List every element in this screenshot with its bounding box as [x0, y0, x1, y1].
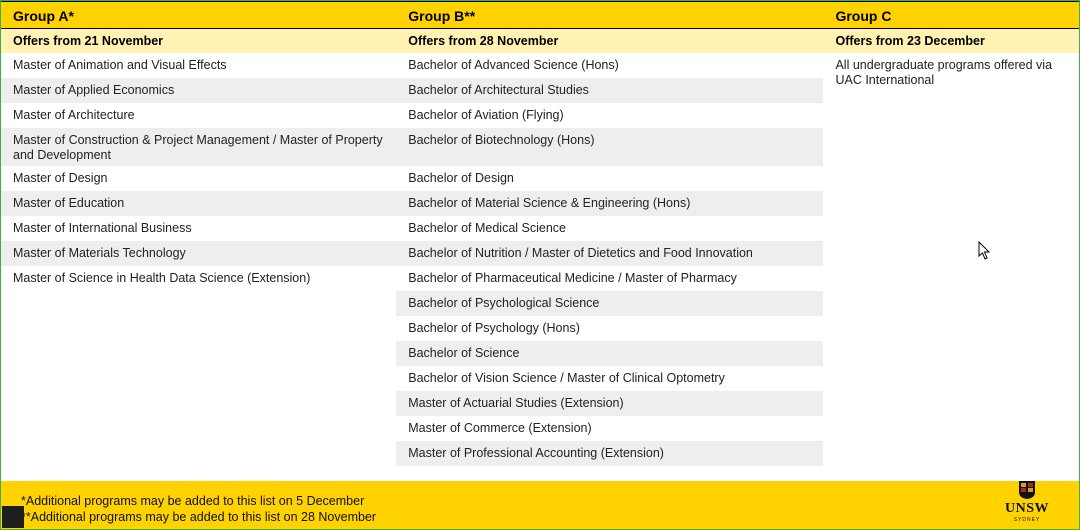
table-row: Master of International Business — [1, 216, 396, 241]
group-b-header: Group B** — [396, 1, 823, 29]
group-a-header: Group A* — [1, 1, 396, 29]
table-row: Master of Applied Economics — [1, 78, 396, 103]
table-row: Master of Actuarial Studies (Extension) — [396, 391, 823, 416]
column-group-c: Group C Offers from 23 December All unde… — [823, 1, 1079, 466]
table-row: Bachelor of Medical Science — [396, 216, 823, 241]
table-row: Bachelor of Vision Science / Master of C… — [396, 366, 823, 391]
column-group-b: Group B** Offers from 28 November Bachel… — [396, 1, 823, 466]
table-row: Master of Construction & Project Managem… — [1, 128, 396, 166]
table-row: Bachelor of Architectural Studies — [396, 78, 823, 103]
table-row: Master of Commerce (Extension) — [396, 416, 823, 441]
footnote-1: *Additional programs may be added to thi… — [21, 493, 376, 509]
table-row: Bachelor of Nutrition / Master of Dietet… — [396, 241, 823, 266]
group-b-rows: Bachelor of Advanced Science (Hons) Bach… — [396, 53, 823, 466]
logo-subtext: SYDNEY — [1014, 517, 1041, 523]
table-row: Bachelor of Advanced Science (Hons) — [396, 53, 823, 78]
crest-icon — [1018, 480, 1036, 500]
footer-bar: *Additional programs may be added to thi… — [1, 481, 1079, 529]
group-c-rows: All undergraduate programs offered via U… — [823, 53, 1079, 91]
table-row: Bachelor of Biotechnology (Hons) — [396, 128, 823, 166]
program-table: Group A* Offers from 21 November Master … — [1, 1, 1079, 466]
footnote-2: **Additional programs may be added to th… — [21, 509, 376, 525]
table-row: Bachelor of Pharmaceutical Medicine / Ma… — [396, 266, 823, 291]
table-row: Master of Education — [1, 191, 396, 216]
group-c-subheader: Offers from 23 December — [823, 29, 1079, 53]
group-c-header: Group C — [823, 1, 1079, 29]
table-row: Bachelor of Material Science & Engineeri… — [396, 191, 823, 216]
table-row: Master of Materials Technology — [1, 241, 396, 266]
corner-square — [2, 506, 24, 528]
logo-text: UNSW — [1005, 501, 1049, 517]
table-row: Bachelor of Psychology (Hons) — [396, 316, 823, 341]
group-a-subheader: Offers from 21 November — [1, 29, 396, 53]
table-row: Master of Professional Accounting (Exten… — [396, 441, 823, 466]
table-row: Master of Design — [1, 166, 396, 191]
table-row: Bachelor of Science — [396, 341, 823, 366]
group-b-subheader: Offers from 28 November — [396, 29, 823, 53]
table-row: Master of Science in Health Data Science… — [1, 266, 396, 291]
table-row: Bachelor of Design — [396, 166, 823, 191]
unsw-logo: UNSW SYDNEY — [1005, 480, 1049, 523]
group-a-rows: Master of Animation and Visual Effects M… — [1, 53, 396, 291]
table-row: Bachelor of Aviation (Flying) — [396, 103, 823, 128]
table-row: Master of Architecture — [1, 103, 396, 128]
table-row: Master of Animation and Visual Effects — [1, 53, 396, 78]
table-row: Bachelor of Psychological Science — [396, 291, 823, 316]
footer-notes: *Additional programs may be added to thi… — [21, 493, 376, 525]
column-group-a: Group A* Offers from 21 November Master … — [1, 1, 396, 466]
table-row: All undergraduate programs offered via U… — [823, 53, 1079, 91]
